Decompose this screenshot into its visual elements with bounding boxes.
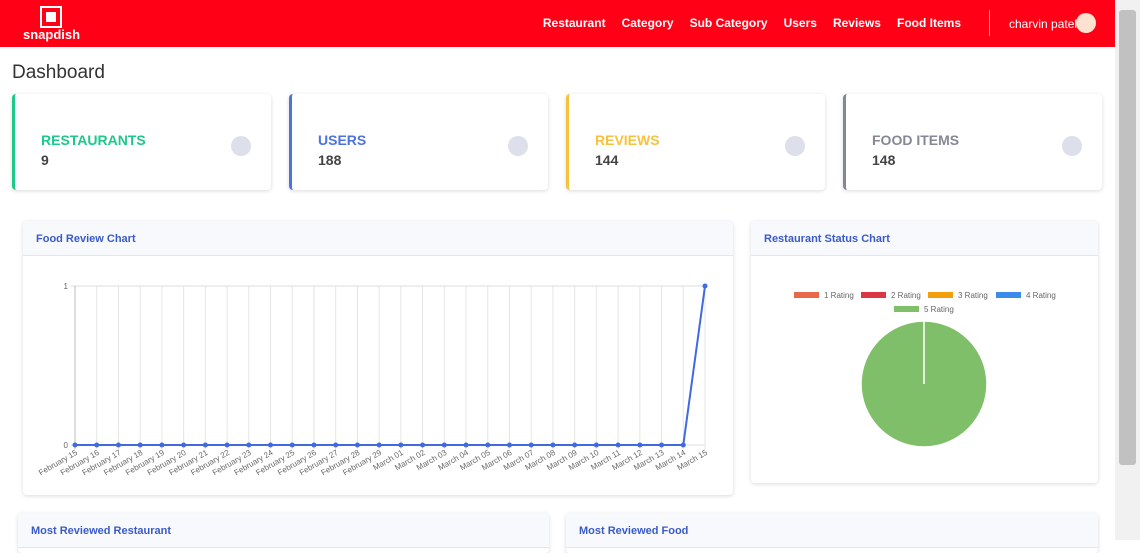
point — [615, 442, 621, 448]
point — [72, 442, 78, 448]
kpi-value: 188 — [318, 152, 342, 168]
kpi-value: 148 — [872, 152, 896, 168]
point — [659, 442, 665, 448]
legend-swatch — [996, 292, 1021, 298]
avatar[interactable] — [1076, 13, 1096, 33]
kpi-label: FOOD ITEMS — [872, 132, 960, 148]
kpi-icon — [231, 136, 251, 156]
nav-links: Restaurant Category Sub Category Users Revie… — [543, 16, 961, 30]
point — [398, 442, 404, 448]
card-title: Most Reviewed Food — [579, 525, 689, 537]
point — [572, 442, 578, 448]
point — [289, 442, 295, 448]
legend-label: 5 Rating — [924, 305, 954, 314]
kpi-label: RESTAURANTS — [41, 132, 146, 148]
point — [333, 442, 339, 448]
point — [506, 442, 512, 448]
legend-label: 2 Rating — [891, 291, 921, 300]
point — [420, 442, 426, 448]
kpi-card: REVIEWS 144 — [566, 94, 825, 190]
legend-label: 3 Rating — [958, 291, 988, 300]
nav-link[interactable]: Restaurant — [542, 16, 606, 30]
kpi-card: USERS 188 — [289, 94, 548, 190]
point — [441, 442, 447, 448]
kpi-label: REVIEWS — [595, 132, 660, 148]
legend-label: 4 Rating — [1026, 291, 1056, 300]
card-title: Most Reviewed Restaurant — [31, 525, 171, 537]
restaurant-status-card: Restaurant Status Chart 1 Rating 2 Rating… — [751, 221, 1098, 483]
line — [75, 285, 706, 446]
point — [528, 442, 534, 448]
logo-icon — [40, 6, 62, 28]
point — [224, 442, 230, 448]
brand[interactable]: snapdish — [23, 27, 81, 42]
nav-link[interactable]: Reviews — [832, 16, 881, 30]
kpi-card: RESTAURANTS 9 — [12, 94, 271, 190]
point — [246, 442, 252, 448]
legend-swatch — [928, 292, 953, 298]
kpi-value: 144 — [595, 152, 619, 168]
point — [485, 442, 491, 448]
card-title: Food Review Chart — [36, 233, 136, 245]
point — [354, 442, 360, 448]
navbar: snapdish Restaurant Category Sub Category U… — [0, 0, 1115, 47]
point — [137, 442, 143, 448]
y-tick-label: 0 — [64, 441, 69, 450]
point — [202, 442, 208, 448]
kpi-icon — [508, 136, 528, 156]
legend-label: 1 Rating — [824, 291, 854, 300]
kpi-card: FOOD ITEMS 148 — [843, 94, 1102, 190]
kpi-value: 9 — [41, 152, 49, 168]
bottom-card: Most Reviewed Restaurant — [18, 513, 549, 553]
scrollbar[interactable] — [1115, 0, 1140, 540]
point — [463, 442, 469, 448]
pie-chart: 1 Rating 2 Rating 3 Rating 4 Rating 5 Rating — [794, 291, 1056, 448]
legend-swatch — [894, 306, 919, 312]
nav-link[interactable]: Food Items — [896, 16, 961, 30]
kpi-icon — [785, 136, 805, 156]
point — [311, 442, 317, 448]
point — [94, 442, 100, 448]
point — [702, 283, 708, 289]
point — [181, 442, 187, 448]
user-name[interactable]: charvin patel — [1009, 17, 1078, 31]
point — [115, 442, 121, 448]
nav-link[interactable]: Users — [783, 16, 817, 30]
bottom-card: Most Reviewed Food — [566, 513, 1098, 553]
point — [159, 442, 165, 448]
point — [593, 442, 599, 448]
nav-link[interactable]: Sub Category — [689, 16, 768, 30]
point — [680, 442, 686, 448]
legend-swatch — [794, 292, 819, 298]
nav-link[interactable]: Category — [621, 16, 674, 30]
point — [376, 442, 382, 448]
card-title: Restaurant Status Chart — [764, 233, 890, 245]
divider — [989, 10, 990, 36]
pie-slice — [860, 320, 988, 448]
point — [637, 442, 643, 448]
point — [550, 442, 556, 448]
legend-swatch — [861, 292, 886, 298]
point — [268, 442, 274, 448]
kpi-icon — [1062, 136, 1082, 156]
kpi-label: USERS — [318, 132, 367, 148]
food-review-card: Food Review Chart 0 1 February 15 February … — [23, 221, 733, 495]
y-tick-label: 1 — [64, 282, 69, 291]
page-title: Dashboard — [12, 62, 105, 83]
